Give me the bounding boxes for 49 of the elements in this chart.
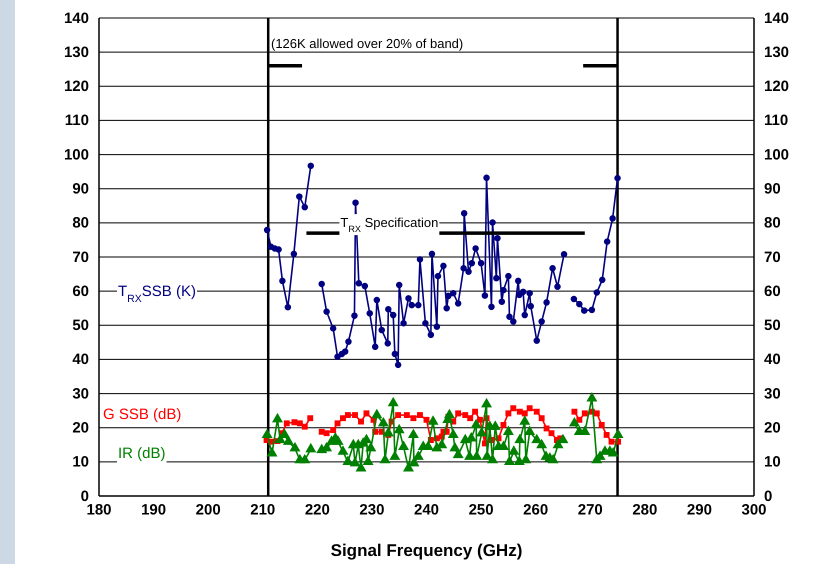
- y2-tick-label: 10: [764, 454, 781, 471]
- x-tick-label: 230: [359, 502, 384, 519]
- y-tick-label: 100: [64, 146, 89, 164]
- x-tick-label: 180: [86, 502, 112, 519]
- y2-tick-label: 130: [764, 44, 790, 61]
- y2-tick-label: 40: [764, 351, 781, 368]
- y-tick-label: 130: [64, 44, 89, 61]
- y2-tick-label: 100: [764, 146, 790, 164]
- y-tick-label: 50: [72, 317, 89, 334]
- x-tick-label: 290: [686, 502, 712, 519]
- y-tick-label: 0: [80, 488, 89, 505]
- y-tick-label: 110: [64, 112, 89, 130]
- y-tick-label: 70: [72, 248, 89, 266]
- y2-tick-label: 50: [764, 317, 781, 334]
- x-tick-label: 260: [523, 502, 548, 519]
- x-tick-label: 220: [304, 502, 330, 519]
- x-axis-title: Signal Frequency (GHz): [330, 541, 522, 560]
- y2-tick-label: 30: [764, 385, 781, 402]
- text: T$_{RX}$SSB (K): [118, 283, 196, 305]
- series-label: T$_{RX}$ Specification: [340, 215, 438, 234]
- y2-tick-label: 80: [764, 214, 781, 232]
- y-tick-label: 60: [72, 282, 89, 300]
- y-tick-label: 30: [72, 385, 89, 402]
- y2-tick-label: 70: [764, 248, 781, 266]
- x-tick-label: 240: [414, 502, 440, 519]
- text: G SSB (dB): [103, 406, 182, 423]
- y2-tick-label: 90: [764, 180, 781, 198]
- y-tick-label: 10: [72, 454, 89, 471]
- y2-tick-label: 120: [764, 78, 790, 96]
- x-tick-label: 210: [250, 502, 276, 519]
- x-tick-label: 280: [632, 502, 658, 519]
- x-tick-label: 250: [468, 502, 494, 519]
- y2-tick-label: 60: [764, 282, 781, 300]
- y-tick-label: 140: [64, 10, 89, 27]
- x-tick-label: 190: [141, 502, 166, 519]
- y-tick-label: 80: [72, 214, 89, 232]
- y-tick-label: 40: [72, 351, 89, 368]
- x-tick-label: 300: [741, 502, 767, 519]
- y2-tick-label: 140: [764, 10, 790, 27]
- y-tick-label: 120: [64, 78, 89, 96]
- x-tick-label: 200: [196, 502, 221, 519]
- x-tick-label: 270: [578, 502, 603, 519]
- y-tick-label: 20: [72, 420, 89, 437]
- y2-tick-label: 0: [764, 488, 772, 505]
- y-tick-label: 90: [72, 180, 89, 198]
- text: IR (dB): [118, 445, 166, 462]
- y2-tick-label: 20: [764, 420, 781, 437]
- annotation: (126K allowed over 20% of band): [271, 36, 464, 51]
- y2-tick-label: 110: [764, 112, 788, 130]
